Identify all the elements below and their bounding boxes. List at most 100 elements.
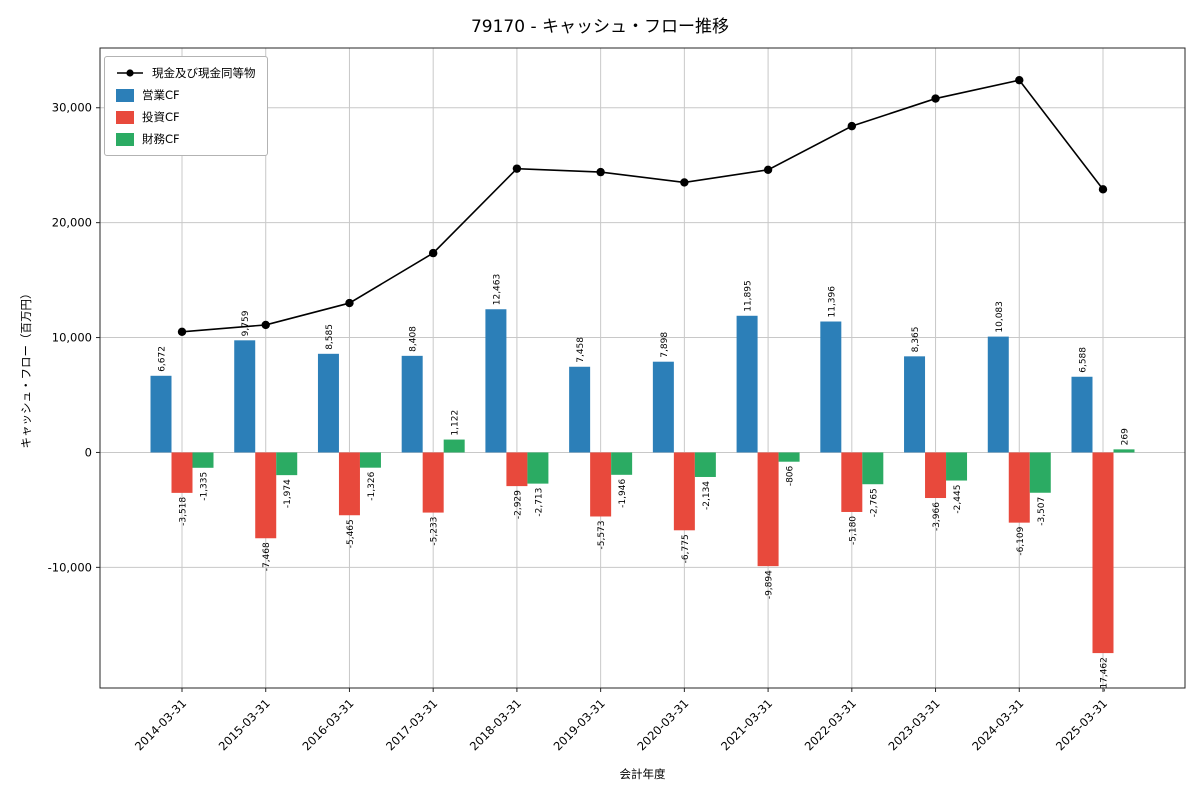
cash-line-marker — [847, 121, 857, 131]
investing-cf-bar — [1092, 452, 1114, 654]
financing-cf-bar — [694, 452, 716, 477]
operating-cf-bar — [736, 315, 758, 453]
chart-title: 79170 - キャッシュ・フロー推移 — [470, 17, 730, 37]
investing-cf-bar — [1008, 452, 1030, 523]
financing-cf-swatch-icon — [116, 132, 134, 146]
financing-cf-bar — [1113, 449, 1135, 453]
bar-value-label: -2,445 — [953, 485, 963, 514]
legend-label-cash: 現金及び現金同等物 — [152, 66, 256, 80]
x-tick-label: 2017-03-31 — [383, 696, 440, 753]
legend-label-financing-cf: 財務CF — [142, 132, 180, 146]
x-axis-label: 会計年度 — [619, 767, 666, 781]
financing-cf-bar — [527, 452, 549, 484]
legend-label-operating-cf: 営業CF — [142, 88, 180, 102]
line-marker-icon — [117, 69, 143, 77]
legend-label-investing-cf: 投資CF — [142, 110, 180, 124]
bar-value-label: 12,463 — [492, 274, 502, 305]
investing-cf-bar — [255, 452, 277, 539]
bar-value-label: -5,233 — [430, 517, 440, 546]
x-tick-label: 2020-03-31 — [634, 696, 691, 753]
plot-border — [99, 47, 1186, 689]
bar-value-label: 7,458 — [576, 337, 586, 363]
operating-cf-bar — [569, 366, 591, 453]
cash-line-marker — [931, 94, 940, 103]
y-tick-label: 30,000 — [52, 101, 92, 115]
bar-value-label: 6,672 — [158, 346, 168, 372]
y-tick-label: 0 — [85, 445, 92, 459]
investing-cf-bar — [338, 452, 360, 516]
financing-cf-bar — [778, 452, 800, 462]
cash-line-marker — [512, 164, 522, 173]
cash-line-marker — [763, 165, 773, 174]
investing-cf-bar — [590, 452, 612, 517]
x-tick-label: 2018-03-31 — [467, 696, 524, 753]
operating-cf-bar — [234, 340, 256, 453]
bar-value-label: -3,507 — [1037, 497, 1047, 526]
x-tick-label: 2021-03-31 — [718, 696, 775, 753]
x-tick-label: 2022-03-31 — [802, 696, 859, 753]
investing-cf-bar — [673, 452, 695, 531]
bar-value-label: -2,134 — [702, 481, 712, 510]
operating-cf-bar — [150, 375, 172, 453]
cash-line-marker — [177, 327, 187, 337]
cash-line-marker — [1015, 75, 1024, 85]
bar-value-label: -3,966 — [932, 502, 942, 531]
bar-value-label: 9,759 — [241, 310, 251, 336]
investing-cf-bar — [171, 452, 193, 493]
y-axis-label: キャッシュ・フロー（百万円） — [19, 287, 33, 449]
bar-value-label: -2,929 — [513, 490, 523, 519]
y-tick-label: -10,000 — [48, 560, 92, 574]
cash-line-marker — [596, 167, 605, 177]
y-tick-label: 10,000 — [52, 331, 92, 345]
legend-item-financing-cf: 財務CF — [116, 131, 256, 147]
legend-item-investing-cf: 投資CF — [116, 109, 256, 125]
bar-value-label: -2,765 — [869, 488, 879, 517]
bar-value-label: -7,468 — [262, 542, 272, 571]
x-tick-label: 2014-03-31 — [132, 696, 189, 753]
bar-value-label: -1,946 — [618, 479, 628, 508]
financing-cf-bar — [862, 452, 884, 485]
bar-value-label: 6,588 — [1078, 347, 1088, 373]
investing-cf-bar — [925, 452, 947, 499]
bar-value-label: -5,573 — [597, 520, 607, 549]
bar-value-label: 11,396 — [827, 286, 837, 318]
x-tick-label: 2023-03-31 — [885, 696, 942, 753]
x-tick-label: 2019-03-31 — [551, 696, 608, 753]
operating-cf-bar — [485, 309, 507, 453]
y-tick-label: 20,000 — [52, 216, 92, 230]
bar-value-label: -9,894 — [765, 570, 775, 599]
x-tick-label: 2025-03-31 — [1053, 696, 1110, 753]
cash-line-marker — [680, 178, 689, 187]
operating-cf-bar — [820, 321, 842, 453]
bar-value-label: 11,895 — [744, 280, 754, 312]
cash-line-marker — [428, 248, 438, 258]
bar-value-label: 8,365 — [911, 327, 921, 353]
operating-cf-bar — [401, 355, 423, 453]
cash-line-marker — [261, 320, 270, 330]
bar-value-label: -5,180 — [848, 516, 858, 545]
legend-item-cash: 現金及び現金同等物 — [116, 65, 256, 81]
operating-cf-swatch-icon — [116, 88, 134, 102]
bar-value-label: 7,898 — [660, 332, 670, 358]
investing-cf-bar — [841, 452, 863, 512]
investing-cf-swatch-icon — [116, 110, 134, 124]
bar-value-label: 8,408 — [409, 326, 419, 352]
bar-value-label: -2,713 — [534, 488, 544, 517]
bar-value-label: -1,335 — [200, 472, 210, 501]
bar-value-label: -6,775 — [681, 534, 691, 563]
bar-value-label: -3,518 — [179, 497, 189, 526]
bar-value-label: 10,083 — [995, 301, 1005, 333]
bar-value-label: -5,465 — [346, 519, 356, 548]
legend-item-operating-cf: 営業CF — [116, 87, 256, 103]
investing-cf-bar — [422, 452, 444, 513]
bar-value-label: 1,122 — [451, 410, 461, 436]
bar-value-label: 8,585 — [325, 324, 335, 350]
bar-value-label: 269 — [1120, 428, 1130, 445]
financing-cf-bar — [946, 452, 968, 481]
investing-cf-bar — [757, 452, 779, 567]
x-tick-label: 2015-03-31 — [216, 696, 273, 753]
financing-cf-bar — [443, 439, 465, 453]
bar-value-label: -1,974 — [283, 479, 293, 508]
financing-cf-bar — [1029, 452, 1051, 493]
